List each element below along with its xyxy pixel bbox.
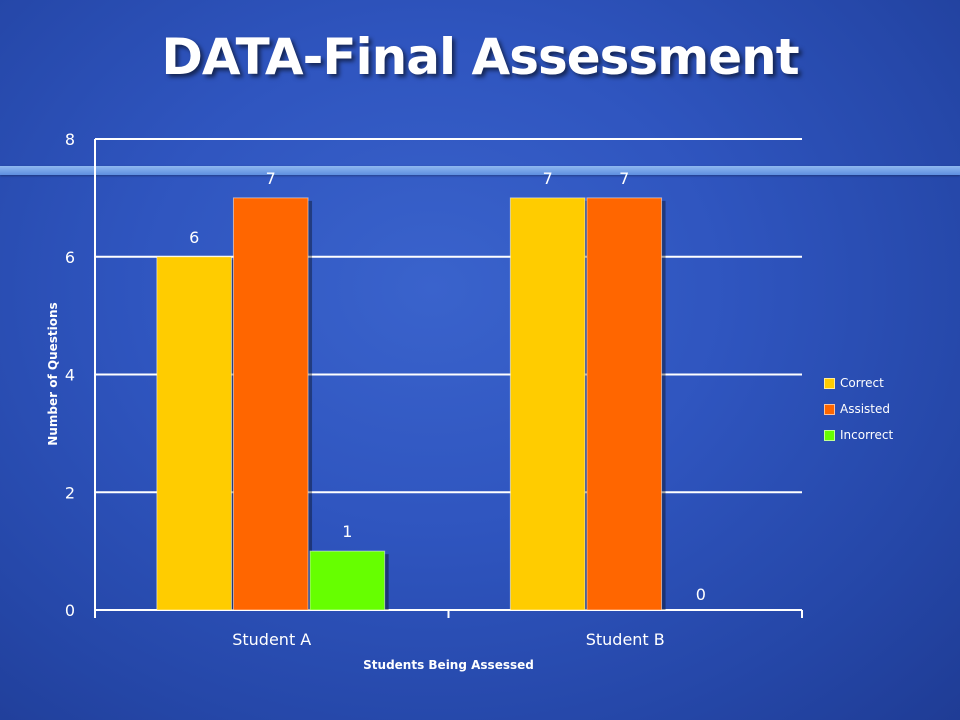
y-tick-label: 0: [65, 601, 75, 620]
x-tick-label: Student A: [232, 630, 311, 649]
bar-correct-student-b: [509, 197, 586, 611]
data-label: 7: [266, 169, 276, 188]
x-axis-title: Students Being Assessed: [363, 658, 534, 672]
data-label: 7: [543, 169, 553, 188]
legend-item-correct: Correct: [824, 370, 893, 396]
y-tick-label: 6: [65, 248, 75, 267]
bar-assisted-student-b: [586, 197, 663, 611]
y-tick-label: 8: [65, 130, 75, 149]
legend-label-correct: Correct: [840, 376, 884, 390]
y-axis-title: Number of Questions: [46, 302, 60, 445]
legend-item-assisted: Assisted: [824, 396, 893, 422]
x-tick-label: Student B: [586, 630, 665, 649]
legend-swatch-assisted: [824, 403, 835, 415]
data-label: 6: [189, 228, 199, 247]
bar-assisted-student-a: [232, 197, 309, 611]
slide-title: DATA-Final Assessment: [161, 28, 799, 86]
y-tick-label: 4: [65, 366, 75, 385]
y-tick-label: 2: [65, 483, 75, 502]
data-label: 7: [619, 169, 629, 188]
legend-swatch-correct: [824, 377, 835, 389]
data-label: 0: [696, 585, 706, 604]
legend-label-assisted: Assisted: [840, 402, 891, 416]
legend-swatch-incorrect: [824, 429, 835, 441]
chart-legend: Correct Assisted Incorrect: [824, 370, 893, 448]
legend-label-incorrect: Incorrect: [840, 428, 894, 442]
title-accent-line: [0, 166, 960, 175]
legend-item-incorrect: Incorrect: [824, 422, 893, 448]
bar-correct-student-a: [156, 256, 232, 611]
data-label: 1: [342, 522, 352, 541]
bar-incorrect-student-a: [309, 550, 386, 611]
